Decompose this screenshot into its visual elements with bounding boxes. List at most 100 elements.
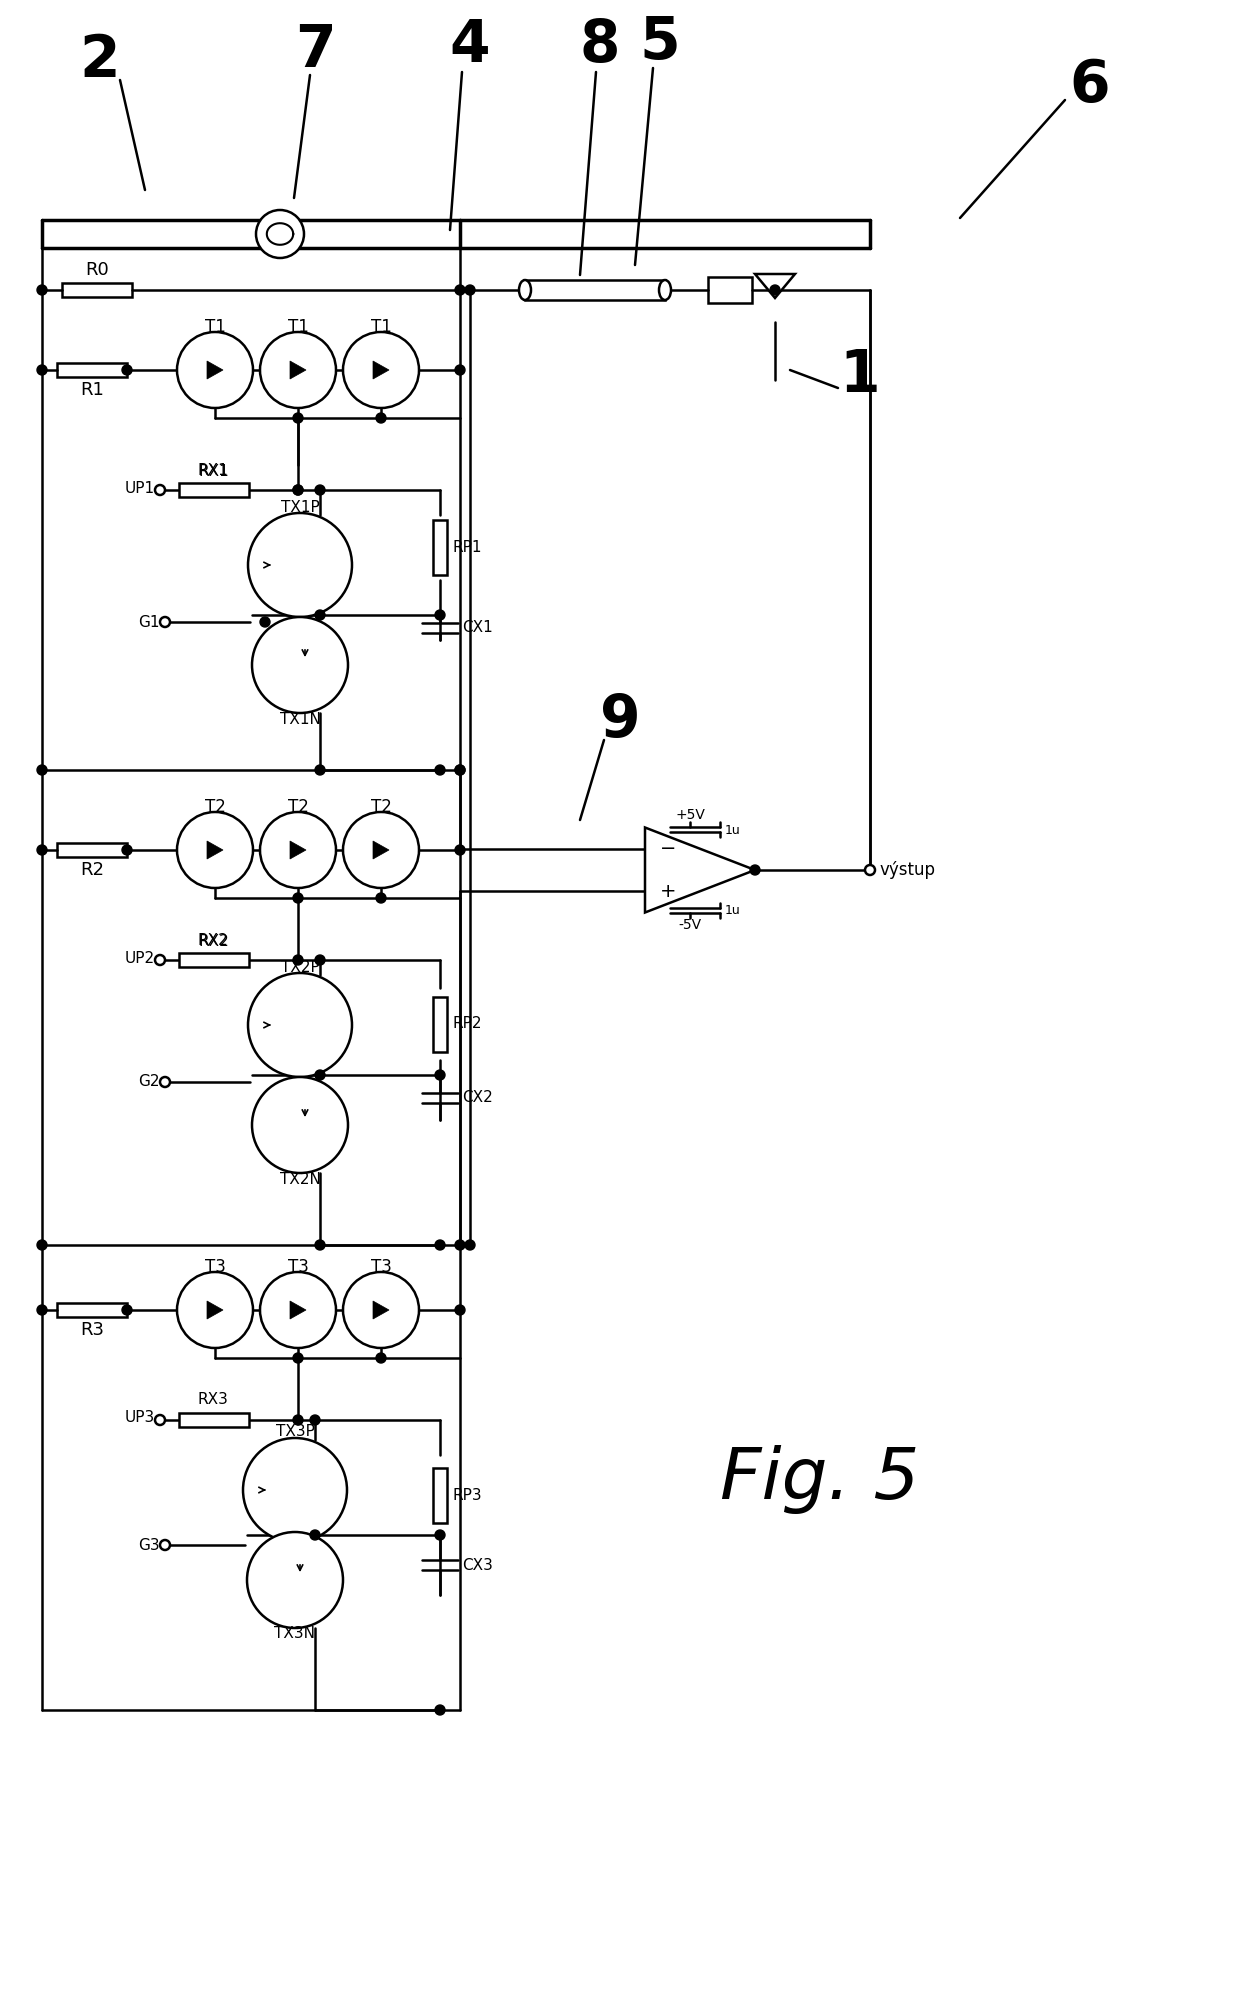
Circle shape bbox=[177, 1273, 253, 1349]
Circle shape bbox=[260, 813, 336, 888]
Circle shape bbox=[177, 333, 253, 408]
Text: 2: 2 bbox=[79, 32, 120, 88]
Polygon shape bbox=[290, 841, 306, 859]
Text: 7: 7 bbox=[295, 22, 335, 78]
Circle shape bbox=[455, 765, 465, 775]
Polygon shape bbox=[645, 827, 755, 912]
Bar bbox=[57, 843, 126, 857]
Text: R2: R2 bbox=[81, 861, 104, 878]
Circle shape bbox=[37, 1239, 47, 1251]
Polygon shape bbox=[373, 841, 389, 859]
Circle shape bbox=[260, 333, 336, 408]
Circle shape bbox=[155, 954, 165, 964]
Text: T3: T3 bbox=[288, 1259, 309, 1277]
Text: TX2P: TX2P bbox=[280, 960, 320, 974]
Text: 9: 9 bbox=[600, 691, 640, 749]
Text: 1: 1 bbox=[839, 347, 880, 404]
Text: TX2N: TX2N bbox=[279, 1171, 320, 1187]
Circle shape bbox=[293, 412, 303, 422]
Circle shape bbox=[315, 1239, 325, 1251]
Text: G3: G3 bbox=[139, 1538, 160, 1552]
Text: T3: T3 bbox=[371, 1259, 392, 1277]
Circle shape bbox=[37, 1305, 47, 1315]
Circle shape bbox=[343, 1273, 419, 1349]
Bar bbox=[433, 996, 446, 1052]
Text: 5: 5 bbox=[640, 14, 681, 70]
Circle shape bbox=[435, 1705, 445, 1715]
Text: UP1: UP1 bbox=[125, 480, 155, 496]
Polygon shape bbox=[373, 361, 389, 378]
Circle shape bbox=[465, 285, 475, 295]
Text: T1: T1 bbox=[205, 319, 226, 337]
Circle shape bbox=[160, 618, 170, 627]
Circle shape bbox=[455, 765, 465, 775]
Text: G1: G1 bbox=[139, 614, 160, 629]
Text: T1: T1 bbox=[371, 319, 392, 337]
Text: −: − bbox=[660, 839, 676, 859]
Circle shape bbox=[248, 972, 352, 1078]
Circle shape bbox=[343, 333, 419, 408]
Polygon shape bbox=[755, 275, 795, 299]
Text: TX3N: TX3N bbox=[274, 1627, 315, 1641]
Text: výstup: výstup bbox=[880, 861, 936, 878]
Circle shape bbox=[750, 865, 760, 874]
Circle shape bbox=[455, 1239, 465, 1251]
Polygon shape bbox=[207, 361, 223, 378]
Bar bbox=[179, 482, 249, 496]
Circle shape bbox=[343, 813, 419, 888]
Text: 4: 4 bbox=[450, 16, 490, 74]
Circle shape bbox=[435, 765, 445, 775]
Circle shape bbox=[122, 1305, 131, 1315]
Ellipse shape bbox=[658, 281, 671, 301]
Text: CX1: CX1 bbox=[463, 620, 492, 635]
Text: R1: R1 bbox=[81, 380, 104, 398]
Circle shape bbox=[293, 892, 303, 902]
Circle shape bbox=[155, 1414, 165, 1424]
Polygon shape bbox=[207, 841, 223, 859]
Bar bbox=[57, 363, 126, 376]
Text: CX3: CX3 bbox=[463, 1558, 492, 1572]
Circle shape bbox=[293, 1353, 303, 1363]
Circle shape bbox=[435, 1530, 445, 1540]
Circle shape bbox=[315, 954, 325, 964]
Circle shape bbox=[293, 954, 303, 964]
Circle shape bbox=[455, 285, 465, 295]
Circle shape bbox=[770, 285, 780, 295]
Bar bbox=[708, 277, 751, 303]
Circle shape bbox=[465, 1239, 475, 1251]
Text: CX2: CX2 bbox=[463, 1090, 492, 1106]
Text: 1u: 1u bbox=[725, 823, 740, 837]
Text: 8: 8 bbox=[580, 16, 620, 74]
Text: UP2: UP2 bbox=[125, 950, 155, 966]
Text: UP3: UP3 bbox=[125, 1410, 155, 1426]
Circle shape bbox=[247, 1532, 343, 1627]
Circle shape bbox=[455, 1305, 465, 1315]
Text: 1u: 1u bbox=[725, 904, 740, 916]
Circle shape bbox=[435, 610, 445, 620]
Text: +: + bbox=[660, 882, 677, 900]
Circle shape bbox=[293, 484, 303, 494]
Text: RX1: RX1 bbox=[197, 462, 228, 478]
Polygon shape bbox=[290, 361, 306, 378]
Circle shape bbox=[435, 1239, 445, 1251]
Text: R3: R3 bbox=[81, 1321, 104, 1339]
Ellipse shape bbox=[520, 281, 531, 301]
Bar bbox=[433, 520, 446, 576]
Circle shape bbox=[455, 845, 465, 855]
Circle shape bbox=[293, 1414, 303, 1424]
Circle shape bbox=[376, 412, 386, 422]
Circle shape bbox=[243, 1438, 347, 1542]
Circle shape bbox=[376, 1353, 386, 1363]
Text: TX1N: TX1N bbox=[279, 711, 320, 727]
Bar bbox=[433, 1468, 446, 1522]
Circle shape bbox=[37, 765, 47, 775]
Circle shape bbox=[315, 484, 325, 494]
Circle shape bbox=[866, 865, 875, 874]
Text: Fig. 5: Fig. 5 bbox=[720, 1446, 920, 1514]
Circle shape bbox=[37, 285, 47, 295]
Circle shape bbox=[122, 365, 131, 374]
Text: 6: 6 bbox=[1070, 56, 1110, 114]
Text: TX3P: TX3P bbox=[275, 1424, 315, 1440]
Text: +5V: +5V bbox=[675, 809, 704, 823]
Circle shape bbox=[37, 845, 47, 855]
